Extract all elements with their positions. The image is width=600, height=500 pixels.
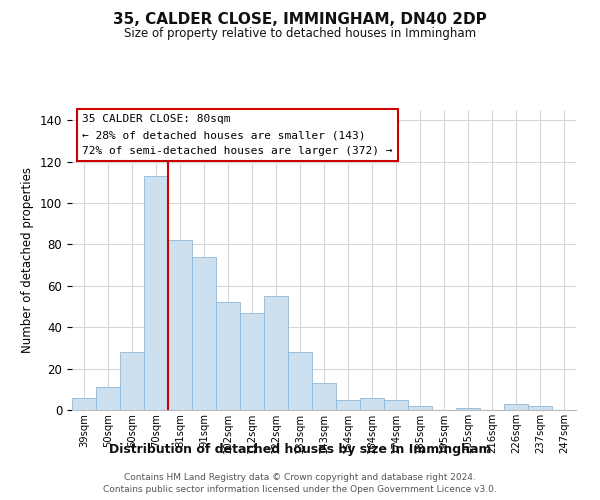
Text: Contains HM Land Registry data © Crown copyright and database right 2024.: Contains HM Land Registry data © Crown c…	[124, 472, 476, 482]
Bar	[360, 398, 384, 410]
Bar	[264, 296, 288, 410]
Text: Contains public sector information licensed under the Open Government Licence v3: Contains public sector information licen…	[103, 485, 497, 494]
Bar	[504, 404, 528, 410]
Bar	[144, 176, 168, 410]
Bar	[240, 313, 264, 410]
Bar	[96, 387, 120, 410]
Bar	[312, 383, 336, 410]
Text: 35 CALDER CLOSE: 80sqm
← 28% of detached houses are smaller (143)
72% of semi-de: 35 CALDER CLOSE: 80sqm ← 28% of detached…	[82, 114, 392, 156]
Bar	[168, 240, 192, 410]
Bar	[528, 406, 552, 410]
Bar	[192, 257, 216, 410]
Y-axis label: Number of detached properties: Number of detached properties	[22, 167, 34, 353]
Bar	[456, 408, 480, 410]
Bar	[72, 398, 96, 410]
Bar	[408, 406, 432, 410]
Text: Size of property relative to detached houses in Immingham: Size of property relative to detached ho…	[124, 28, 476, 40]
Bar	[120, 352, 144, 410]
Bar	[288, 352, 312, 410]
Bar	[384, 400, 408, 410]
Bar	[216, 302, 240, 410]
Text: 35, CALDER CLOSE, IMMINGHAM, DN40 2DP: 35, CALDER CLOSE, IMMINGHAM, DN40 2DP	[113, 12, 487, 28]
Bar	[336, 400, 360, 410]
Text: Distribution of detached houses by size in Immingham: Distribution of detached houses by size …	[109, 442, 491, 456]
